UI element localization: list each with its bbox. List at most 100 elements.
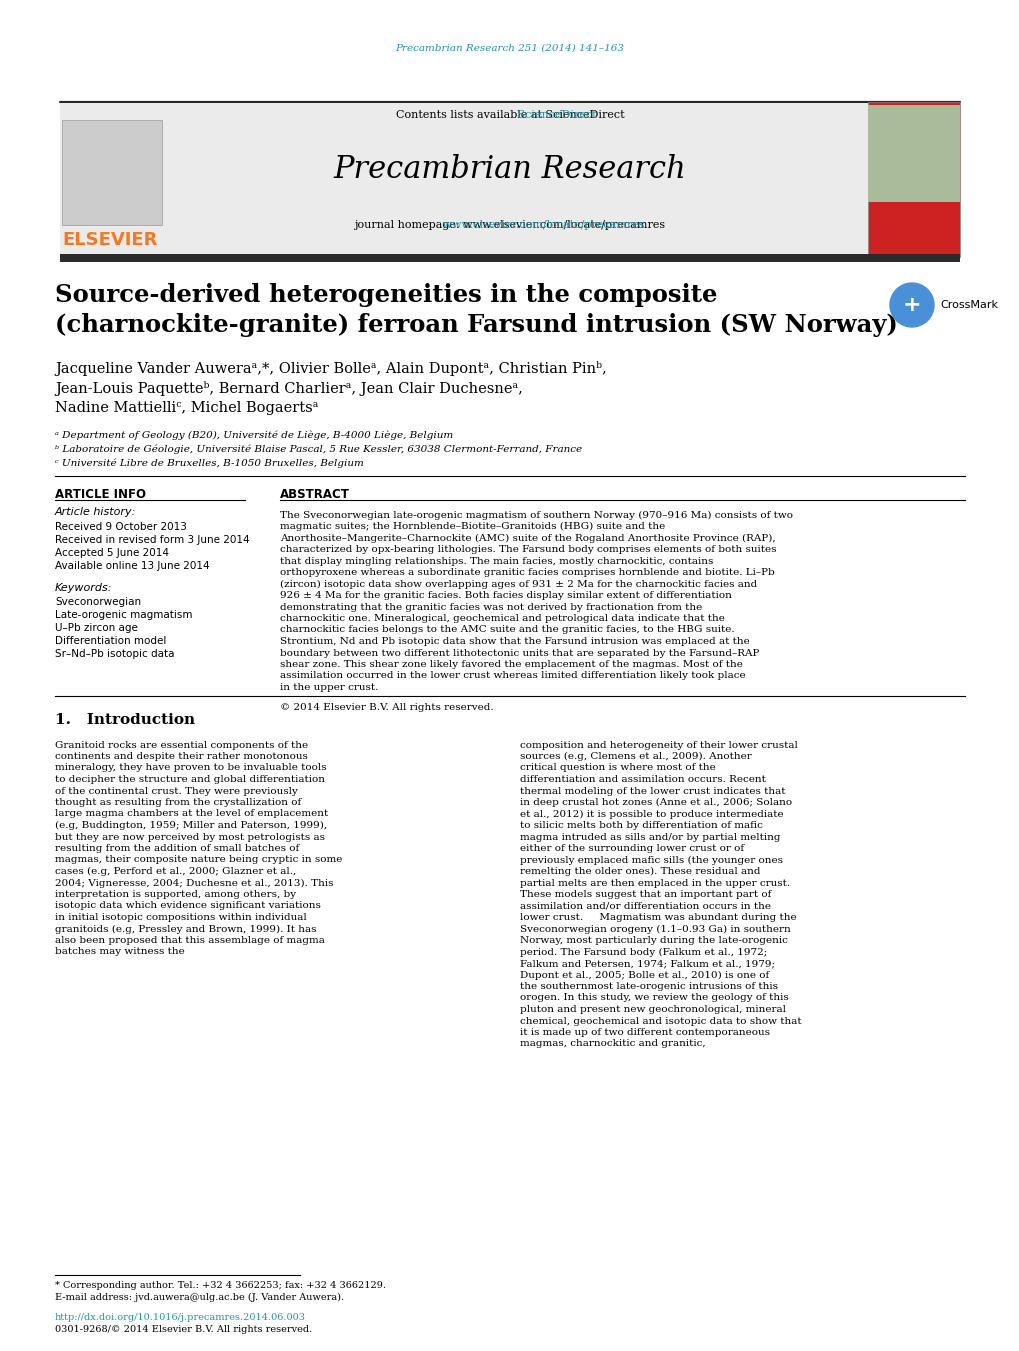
Text: Strontium, Nd and Pb isotopic data show that the Farsund intrusion was emplaced : Strontium, Nd and Pb isotopic data show …: [280, 638, 749, 646]
Text: thermal modeling of the lower crust indicates that: thermal modeling of the lower crust indi…: [520, 786, 785, 796]
Text: (e.g, Buddington, 1959; Miller and Paterson, 1999),: (e.g, Buddington, 1959; Miller and Pater…: [55, 821, 327, 830]
Text: Keywords:: Keywords:: [55, 584, 112, 593]
Text: (zircon) isotopic data show overlapping ages of 931 ± 2 Ma for the charnockitic : (zircon) isotopic data show overlapping …: [280, 580, 756, 589]
Text: either of the surrounding lower crust or of: either of the surrounding lower crust or…: [520, 844, 744, 852]
Text: to silicic melts both by differentiation of mafic: to silicic melts both by differentiation…: [520, 821, 762, 830]
Text: E-mail address: jvd.auwera@ulg.ac.be (J. Vander Auwera).: E-mail address: jvd.auwera@ulg.ac.be (J.…: [55, 1293, 343, 1301]
Text: that display mingling relationships. The main facies, mostly charnockitic, conta: that display mingling relationships. The…: [280, 557, 712, 566]
Text: Contents lists available at ScienceDirect: Contents lists available at ScienceDirec…: [395, 109, 624, 120]
Text: in initial isotopic compositions within individual: in initial isotopic compositions within …: [55, 913, 307, 921]
Text: Sr–Nd–Pb isotopic data: Sr–Nd–Pb isotopic data: [55, 648, 174, 659]
Text: magmas, charnockitic and granitic,: magmas, charnockitic and granitic,: [520, 1039, 705, 1048]
Text: 926 ± 4 Ma for the granitic facies. Both facies display similar extent of differ: 926 ± 4 Ma for the granitic facies. Both…: [280, 590, 732, 600]
Text: Granitoid rocks are essential components of the: Granitoid rocks are essential components…: [55, 740, 308, 750]
Bar: [867, 101, 959, 257]
Text: Article history:: Article history:: [55, 507, 137, 517]
Text: Available online 13 June 2014: Available online 13 June 2014: [55, 561, 210, 571]
Bar: [60, 100, 959, 259]
Text: Late-orogenic magmatism: Late-orogenic magmatism: [55, 611, 193, 620]
Text: Received 9 October 2013: Received 9 October 2013: [55, 521, 186, 532]
Text: Nadine Mattielliᶜ, Michel Bogaertsᵃ: Nadine Mattielliᶜ, Michel Bogaertsᵃ: [55, 401, 318, 415]
Text: interpretation is supported, among others, by: interpretation is supported, among other…: [55, 890, 296, 898]
Text: CrossMark: CrossMark: [940, 300, 997, 309]
Text: differentiation and assimilation occurs. Recent: differentiation and assimilation occurs.…: [520, 775, 765, 784]
Text: charnockitic one. Mineralogical, geochemical and petrological data indicate that: charnockitic one. Mineralogical, geochem…: [280, 613, 725, 623]
Text: ᵃ Department of Geology (B20), Université de Liège, B-4000 Liège, Belgium: ᵃ Department of Geology (B20), Universit…: [55, 430, 452, 439]
Text: Accepted 5 June 2014: Accepted 5 June 2014: [55, 549, 169, 558]
Text: Sveconorwegian: Sveconorwegian: [55, 597, 141, 607]
Text: thought as resulting from the crystallization of: thought as resulting from the crystalliz…: [55, 798, 301, 807]
Text: lower crust.     Magmatism was abundant during the: lower crust. Magmatism was abundant duri…: [520, 913, 796, 921]
Text: Sveconorwegian orogeny (1.1–0.93 Ga) in southern: Sveconorwegian orogeny (1.1–0.93 Ga) in …: [520, 924, 790, 934]
Text: large magma chambers at the level of emplacement: large magma chambers at the level of emp…: [55, 809, 328, 819]
Text: * Corresponding author. Tel.: +32 4 3662253; fax: +32 4 3662129.: * Corresponding author. Tel.: +32 4 3662…: [55, 1281, 385, 1289]
Text: previously emplaced mafic sills (the younger ones: previously emplaced mafic sills (the you…: [520, 855, 783, 865]
Text: (charnockite-granite) ferroan Farsund intrusion (SW Norway): (charnockite-granite) ferroan Farsund in…: [55, 313, 897, 336]
Text: sources (e.g, Clemens et al., 2009). Another: sources (e.g, Clemens et al., 2009). Ano…: [520, 753, 751, 761]
Text: assimilation occurred in the lower crust whereas limited differentiation likely : assimilation occurred in the lower crust…: [280, 671, 745, 681]
Text: The Sveconorwegian late-orogenic magmatism of southern Norway (970–916 Ma) consi: The Sveconorwegian late-orogenic magmati…: [280, 511, 792, 520]
Text: ARTICLE INFO: ARTICLE INFO: [55, 488, 146, 500]
Text: composition and heterogeneity of their lower crustal: composition and heterogeneity of their l…: [520, 740, 797, 750]
Text: journal homepage: www.elsevier.com/locate/precamres: journal homepage: www.elsevier.com/locat…: [354, 220, 665, 230]
Text: pluton and present new geochronological, mineral: pluton and present new geochronological,…: [520, 1005, 786, 1015]
Text: granitoids (e.g, Pressley and Brown, 1999). It has: granitoids (e.g, Pressley and Brown, 199…: [55, 924, 316, 934]
Text: demonstrating that the granitic facies was not derived by fractionation from the: demonstrating that the granitic facies w…: [280, 603, 701, 612]
Text: resulting from the addition of small batches of: resulting from the addition of small bat…: [55, 844, 299, 852]
Text: batches may witness the: batches may witness the: [55, 947, 184, 957]
Text: www.elsevier.com/locate/precamres: www.elsevier.com/locate/precamres: [375, 220, 644, 230]
Text: 0301-9268/© 2014 Elsevier B.V. All rights reserved.: 0301-9268/© 2014 Elsevier B.V. All right…: [55, 1325, 312, 1335]
Text: et al., 2012) it is possible to produce intermediate: et al., 2012) it is possible to produce …: [520, 809, 783, 819]
Text: continents and despite their rather monotonous: continents and despite their rather mono…: [55, 753, 308, 761]
Text: assimilation and/or differentiation occurs in the: assimilation and/or differentiation occu…: [520, 901, 770, 911]
Text: U–Pb zircon age: U–Pb zircon age: [55, 623, 138, 634]
Text: magma intruded as sills and/or by partial melting: magma intruded as sills and/or by partia…: [520, 832, 780, 842]
Text: characterized by opx-bearing lithologies. The Farsund body comprises elements of: characterized by opx-bearing lithologies…: [280, 544, 775, 554]
Text: partial melts are then emplaced in the upper crust.: partial melts are then emplaced in the u…: [520, 878, 790, 888]
Text: Jacqueline Vander Auweraᵃ,*, Olivier Bolleᵃ, Alain Dupontᵃ, Christian Pinᵇ,: Jacqueline Vander Auweraᵃ,*, Olivier Bol…: [55, 361, 606, 376]
Bar: [867, 105, 959, 203]
Text: of the continental crust. They were previously: of the continental crust. They were prev…: [55, 786, 298, 796]
Text: ᶜ Université Libre de Bruxelles, B-1050 Bruxelles, Belgium: ᶜ Université Libre de Bruxelles, B-1050 …: [55, 458, 364, 467]
Bar: [62, 120, 162, 226]
Text: +: +: [902, 295, 920, 315]
Text: ScienceDirect: ScienceDirect: [423, 109, 596, 120]
Text: Norway, most particularly during the late-orogenic: Norway, most particularly during the lat…: [520, 936, 787, 944]
Text: http://dx.doi.org/10.1016/j.precamres.2014.06.003: http://dx.doi.org/10.1016/j.precamres.20…: [55, 1313, 306, 1321]
Text: These models suggest that an important part of: These models suggest that an important p…: [520, 890, 770, 898]
Text: mineralogy, they have proven to be invaluable tools: mineralogy, they have proven to be inval…: [55, 763, 326, 773]
Text: remelting the older ones). These residual and: remelting the older ones). These residua…: [520, 867, 760, 875]
Bar: [60, 254, 959, 262]
Text: ELSEVIER: ELSEVIER: [62, 231, 158, 249]
Text: the southernmost late-orogenic intrusions of this: the southernmost late-orogenic intrusion…: [520, 982, 777, 992]
Text: Source-derived heterogeneities in the composite: Source-derived heterogeneities in the co…: [55, 282, 716, 307]
Text: critical question is where most of the: critical question is where most of the: [520, 763, 715, 773]
Text: boundary between two different lithotectonic units that are separated by the Far: boundary between two different lithotect…: [280, 648, 758, 658]
Text: PRECAMBRIAN
RESEARCH: PRECAMBRIAN RESEARCH: [876, 111, 950, 130]
Text: Precambrian Research: Precambrian Research: [333, 154, 686, 185]
Text: Received in revised form 3 June 2014: Received in revised form 3 June 2014: [55, 535, 250, 544]
Text: 1.   Introduction: 1. Introduction: [55, 713, 195, 727]
Text: also been proposed that this assemblage of magma: also been proposed that this assemblage …: [55, 936, 325, 944]
Text: chemical, geochemical and isotopic data to show that: chemical, geochemical and isotopic data …: [520, 1016, 801, 1025]
Text: Jean-Louis Paquetteᵇ, Bernard Charlierᵃ, Jean Clair Duchesneᵃ,: Jean-Louis Paquetteᵇ, Bernard Charlierᵃ,…: [55, 381, 523, 396]
Text: © 2014 Elsevier B.V. All rights reserved.: © 2014 Elsevier B.V. All rights reserved…: [280, 703, 493, 712]
Text: to decipher the structure and global differentiation: to decipher the structure and global dif…: [55, 775, 325, 784]
Text: shear zone. This shear zone likely favored the emplacement of the magmas. Most o: shear zone. This shear zone likely favor…: [280, 661, 742, 669]
Text: but they are now perceived by most petrologists as: but they are now perceived by most petro…: [55, 832, 325, 842]
Text: ᵇ Laboratoire de Géologie, Université Blaise Pascal, 5 Rue Kessler, 63038 Clermo: ᵇ Laboratoire de Géologie, Université Bl…: [55, 444, 582, 454]
Text: Differentiation model: Differentiation model: [55, 636, 166, 646]
Text: Dupont et al., 2005; Bolle et al., 2010) is one of: Dupont et al., 2005; Bolle et al., 2010)…: [520, 970, 768, 979]
Text: magmas, their composite nature being cryptic in some: magmas, their composite nature being cry…: [55, 855, 342, 865]
Text: orogen. In this study, we review the geology of this: orogen. In this study, we review the geo…: [520, 993, 788, 1002]
Text: magmatic suites; the Hornblende–Biotite–Granitoids (HBG) suite and the: magmatic suites; the Hornblende–Biotite–…: [280, 521, 664, 531]
Text: orthopyroxene whereas a subordinate granitic facies comprises hornblende and bio: orthopyroxene whereas a subordinate gran…: [280, 567, 774, 577]
Text: in the upper crust.: in the upper crust.: [280, 684, 378, 692]
Text: isotopic data which evidence significant variations: isotopic data which evidence significant…: [55, 901, 321, 911]
Text: 2004; Vigneresse, 2004; Duchesne et al., 2013). This: 2004; Vigneresse, 2004; Duchesne et al.,…: [55, 878, 333, 888]
Text: period. The Farsund body (Falkum et al., 1972;: period. The Farsund body (Falkum et al.,…: [520, 947, 766, 957]
Circle shape: [890, 282, 933, 327]
Text: Precambrian Research 251 (2014) 141–163: Precambrian Research 251 (2014) 141–163: [395, 43, 624, 53]
Text: cases (e.g, Perford et al., 2000; Glazner et al.,: cases (e.g, Perford et al., 2000; Glazne…: [55, 867, 296, 875]
Text: in deep crustal hot zones (Anne et al., 2006; Solano: in deep crustal hot zones (Anne et al., …: [520, 798, 792, 807]
